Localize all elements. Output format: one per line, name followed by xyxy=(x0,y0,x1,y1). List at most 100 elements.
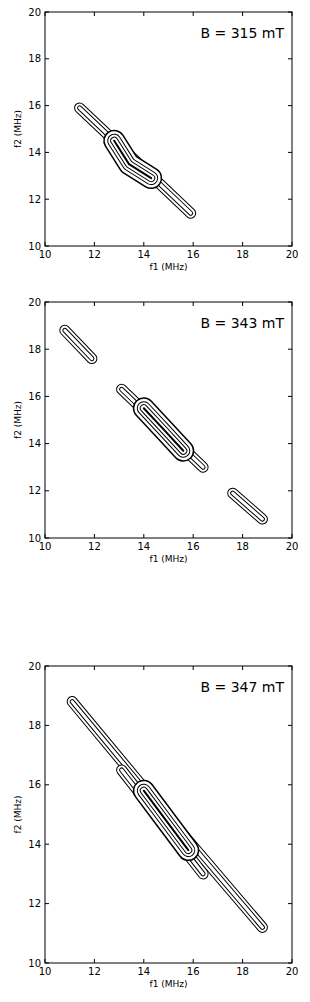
contour-level xyxy=(144,791,189,850)
x-tick xyxy=(143,959,144,963)
contour-level xyxy=(144,791,189,850)
x-tick-label: 16 xyxy=(187,966,200,977)
y-tick-label: 16 xyxy=(28,779,41,790)
y-tick xyxy=(288,963,292,964)
x-tick xyxy=(193,242,194,246)
contour-ridge xyxy=(144,791,189,850)
x-tick xyxy=(242,959,243,963)
y-tick xyxy=(45,666,49,667)
x-tick-label: 20 xyxy=(286,249,299,260)
y-tick-label: 10 xyxy=(28,533,41,544)
y-tick xyxy=(45,538,49,539)
y-tick xyxy=(45,58,49,59)
contour-ridge xyxy=(65,330,92,358)
y-tick xyxy=(288,538,292,539)
contour-level xyxy=(122,389,204,467)
y-tick-label: 16 xyxy=(28,391,41,402)
contour-level xyxy=(65,330,92,358)
y-tick xyxy=(45,349,49,350)
contour-level xyxy=(114,141,151,178)
contour-level xyxy=(80,108,191,213)
panel-title: B = 347 mT xyxy=(200,679,284,695)
y-tick xyxy=(288,396,292,397)
x-tick xyxy=(143,666,144,670)
y-tick-label: 16 xyxy=(28,100,41,111)
contour-level xyxy=(233,493,263,519)
y-tick-label: 10 xyxy=(28,958,41,969)
y-tick xyxy=(45,246,49,247)
x-tick xyxy=(292,302,293,306)
contour-level xyxy=(233,493,263,519)
y-tick-label: 20 xyxy=(28,7,41,18)
plot-frame xyxy=(45,666,292,963)
contour-ridge xyxy=(144,408,184,451)
contour-group xyxy=(72,702,262,928)
contour-level xyxy=(144,408,184,451)
contour-level xyxy=(122,770,204,874)
panel-title: B = 315 mT xyxy=(200,25,284,41)
contour-level xyxy=(144,791,189,850)
contour-level xyxy=(122,389,204,467)
x-tick-label: 12 xyxy=(88,966,101,977)
y-tick xyxy=(288,903,292,904)
x-tick xyxy=(94,302,95,306)
x-tick xyxy=(242,12,243,16)
x-tick-label: 14 xyxy=(137,541,150,552)
x-tick xyxy=(193,534,194,538)
x-tick xyxy=(193,12,194,16)
contour-level xyxy=(80,108,191,213)
y-tick xyxy=(288,443,292,444)
y-tick-label: 12 xyxy=(28,194,41,205)
plot-frame xyxy=(45,302,292,538)
x-tick xyxy=(143,534,144,538)
y-tick-label: 12 xyxy=(28,485,41,496)
panel: 101214161820101214161820f1 (MHz)f2 (MHz)… xyxy=(13,297,298,565)
panel: 101214161820101214161820f1 (MHz)f2 (MHz)… xyxy=(13,7,298,273)
x-tick xyxy=(45,302,46,306)
x-tick xyxy=(45,534,46,538)
x-tick-label: 16 xyxy=(187,249,200,260)
x-tick xyxy=(143,242,144,246)
contour-level xyxy=(65,330,92,358)
y-tick xyxy=(45,903,49,904)
x-axis-label: f1 (MHz) xyxy=(149,262,187,272)
contour-level xyxy=(114,141,151,178)
contour-ridge xyxy=(80,108,191,213)
x-tick xyxy=(45,666,46,670)
y-tick xyxy=(288,105,292,106)
x-tick xyxy=(242,242,243,246)
x-tick-label: 14 xyxy=(137,966,150,977)
y-tick xyxy=(288,12,292,13)
x-tick xyxy=(94,12,95,16)
y-tick xyxy=(288,152,292,153)
contour-group xyxy=(80,108,191,213)
y-tick-label: 12 xyxy=(28,898,41,909)
y-tick xyxy=(288,246,292,247)
x-tick-label: 12 xyxy=(88,249,101,260)
y-axis-label: f2 (MHz) xyxy=(13,401,23,439)
contour-group xyxy=(65,330,263,519)
y-tick xyxy=(45,152,49,153)
x-tick xyxy=(45,12,46,16)
x-tick xyxy=(292,666,293,670)
y-tick xyxy=(288,725,292,726)
contour-level xyxy=(144,408,184,451)
y-axis-label: f2 (MHz) xyxy=(13,110,23,148)
y-tick xyxy=(288,58,292,59)
y-tick xyxy=(45,725,49,726)
x-tick-label: 18 xyxy=(236,966,249,977)
y-tick xyxy=(288,302,292,303)
contour-level xyxy=(233,493,263,519)
x-tick xyxy=(193,959,194,963)
contour-level xyxy=(122,389,204,467)
y-tick-label: 18 xyxy=(28,344,41,355)
y-tick xyxy=(45,963,49,964)
contour-ridge xyxy=(122,389,204,467)
y-tick xyxy=(45,302,49,303)
x-tick xyxy=(94,534,95,538)
y-tick xyxy=(288,666,292,667)
x-tick xyxy=(94,242,95,246)
x-tick xyxy=(292,242,293,246)
y-tick-label: 10 xyxy=(28,241,41,252)
y-tick-label: 18 xyxy=(28,720,41,731)
